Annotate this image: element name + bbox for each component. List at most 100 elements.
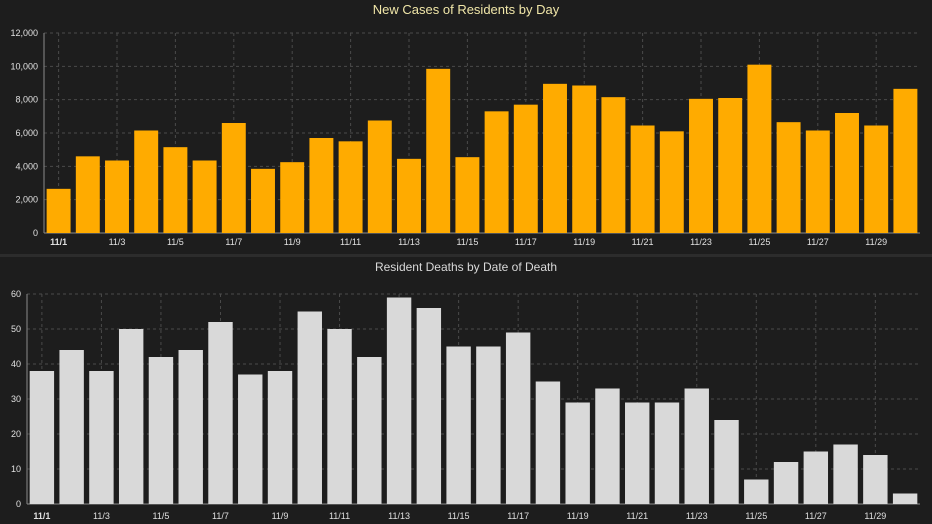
x-tick-label: 11/17: [515, 237, 537, 247]
cases-chart-panel: New Cases of Residents by Day 0 2,000 4,00…: [0, 0, 932, 254]
deaths-bar-11-13[interactable]: [386, 297, 412, 505]
deaths-bar-11-1[interactable]: [29, 371, 55, 504]
panel-divider: [0, 254, 932, 257]
y-tick-label: 0: [16, 499, 21, 509]
y-tick-label: 20: [11, 429, 21, 439]
deaths-bar-11-14[interactable]: [416, 308, 442, 504]
y-tick-label: 40: [11, 359, 21, 369]
cases-bar-11-14[interactable]: [426, 68, 451, 233]
y-tick-label: 50: [11, 324, 21, 334]
y-tick-label: 6,000: [15, 128, 38, 138]
y-tick-label: 8,000: [15, 95, 38, 105]
cases-bar-11-26[interactable]: [776, 122, 801, 233]
deaths-bar-11-9[interactable]: [267, 371, 293, 504]
x-tick-label: 11/1: [50, 237, 67, 247]
x-tick-label: 11/5: [167, 237, 184, 247]
cases-chart-title: New Cases of Residents by Day: [372, 2, 560, 17]
cases-bar-11-19[interactable]: [572, 85, 597, 234]
deaths-bar-11-16[interactable]: [476, 346, 501, 505]
x-tick-label: 11/3: [93, 511, 110, 521]
x-tick-label: 11/23: [690, 237, 712, 247]
deaths-bar-11-11[interactable]: [327, 329, 352, 504]
cases-bar-11-16[interactable]: [484, 111, 509, 233]
deaths-bar-11-26[interactable]: [773, 462, 799, 504]
cases-bar-11-15[interactable]: [455, 157, 480, 233]
x-tick-label: 11/15: [456, 237, 478, 247]
y-tick-label: 2,000: [15, 195, 38, 205]
deaths-bar-11-10[interactable]: [297, 311, 322, 505]
cases-bar-11-6[interactable]: [192, 160, 217, 234]
deaths-bar-11-15[interactable]: [446, 346, 471, 505]
x-tick-label: 11/1: [33, 511, 50, 521]
cases-bar-11-11[interactable]: [338, 141, 363, 233]
cases-bar-11-27[interactable]: [805, 130, 830, 234]
deaths-bar-11-25[interactable]: [744, 479, 769, 505]
y-tick-label: 4,000: [15, 161, 38, 171]
cases-bar-11-1[interactable]: [46, 188, 71, 233]
y-tick-label: 10: [11, 464, 21, 474]
x-tick-label: 11/5: [153, 511, 170, 521]
deaths-bar-11-21[interactable]: [625, 402, 650, 505]
x-tick-label: 11/29: [865, 237, 887, 247]
deaths-bar-11-27[interactable]: [803, 451, 829, 505]
y-tick-label: 30: [11, 394, 21, 404]
cases-bar-11-22[interactable]: [659, 131, 684, 233]
cases-bar-11-13[interactable]: [397, 158, 421, 233]
y-tick-label: 12,000: [10, 28, 38, 38]
deaths-bar-11-23[interactable]: [684, 388, 709, 505]
cases-bar-11-21[interactable]: [630, 125, 655, 234]
cases-bar-11-30[interactable]: [893, 88, 918, 233]
deaths-chart-panel: Resident Deaths by Date of Death 0 10 20 30…: [0, 257, 932, 524]
deaths-bar-11-28[interactable]: [833, 444, 858, 505]
deaths-bar-11-8[interactable]: [238, 374, 263, 505]
cases-bar-11-28[interactable]: [835, 113, 859, 233]
cases-bar-11-4[interactable]: [134, 130, 159, 234]
x-tick-label: 11/7: [225, 237, 242, 247]
cases-bar-11-24[interactable]: [718, 98, 743, 233]
cases-bar-11-3[interactable]: [105, 160, 129, 234]
deaths-bar-11-2[interactable]: [59, 350, 84, 504]
deaths-bar-11-17[interactable]: [505, 332, 531, 505]
x-tick-label: 11/19: [573, 237, 595, 247]
deaths-bar-11-22[interactable]: [654, 402, 680, 505]
deaths-chart-title: Resident Deaths by Date of Death: [374, 260, 558, 274]
cases-bar-chart: 0 2,000 4,000 6,000 8,000 10,000 12,000 11/1 11/…: [10, 28, 920, 247]
deaths-bar-11-20[interactable]: [595, 388, 620, 505]
cases-bar-11-7[interactable]: [221, 123, 246, 233]
cases-bar-11-25[interactable]: [747, 64, 772, 234]
x-tick-label: 11/27: [807, 237, 829, 247]
cases-bar-11-10[interactable]: [309, 138, 334, 233]
x-tick-label: 11/11: [340, 237, 361, 247]
deaths-bar-11-5[interactable]: [148, 357, 174, 504]
cases-bar-11-2[interactable]: [75, 156, 100, 233]
x-tick-label: 11/29: [864, 511, 886, 521]
deaths-bar-11-19[interactable]: [565, 402, 590, 505]
deaths-bar-11-18[interactable]: [535, 381, 561, 505]
x-tick-label: 11/23: [686, 511, 708, 521]
cases-bar-11-18[interactable]: [543, 83, 567, 233]
deaths-bar-11-7[interactable]: [208, 322, 233, 504]
x-tick-label: 11/21: [626, 511, 648, 521]
x-tick-label: 11/9: [284, 237, 301, 247]
deaths-bar-11-4[interactable]: [118, 329, 144, 504]
x-tick-label: 11/25: [745, 511, 767, 521]
x-tick-label: 11/13: [398, 237, 420, 247]
x-tick-label: 11/3: [109, 237, 126, 247]
x-tick-label: 11/21: [632, 237, 654, 247]
cases-bar-11-5[interactable]: [163, 147, 188, 233]
x-tick-label: 11/15: [448, 511, 470, 521]
deaths-bar-11-30[interactable]: [892, 493, 918, 505]
cases-bar-11-8[interactable]: [251, 168, 275, 233]
cases-bar-11-29[interactable]: [864, 125, 889, 234]
deaths-bar-11-29[interactable]: [863, 455, 888, 504]
cases-bar-11-12[interactable]: [367, 120, 392, 234]
cases-bar-11-9[interactable]: [280, 162, 305, 233]
deaths-bar-11-24[interactable]: [714, 420, 739, 504]
deaths-bar-11-3[interactable]: [89, 371, 114, 504]
cases-bar-11-17[interactable]: [513, 104, 538, 234]
cases-bar-11-23[interactable]: [689, 98, 713, 233]
cases-bar-11-20[interactable]: [601, 97, 626, 234]
deaths-bar-11-12[interactable]: [357, 357, 382, 504]
deaths-bar-11-6[interactable]: [178, 350, 203, 504]
